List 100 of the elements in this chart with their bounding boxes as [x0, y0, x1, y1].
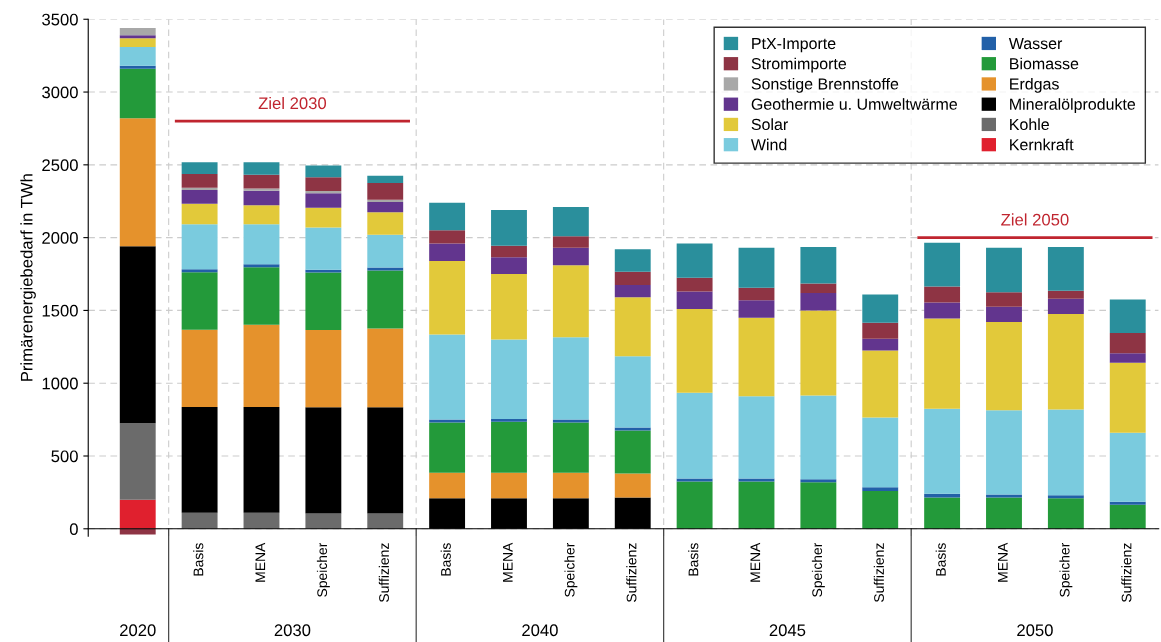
- x-tick-label: Suffizienz: [1121, 543, 1132, 603]
- bar: [181, 512, 218, 529]
- bar: [862, 322, 899, 339]
- bar: [676, 277, 713, 292]
- bar: [614, 356, 651, 428]
- x-tick-label: Suffizienz: [873, 543, 884, 603]
- bar: [552, 422, 589, 473]
- bar: [862, 350, 899, 418]
- legend-label: Kernkraft: [1010, 138, 1074, 151]
- legend-label: Erdgas: [1010, 77, 1059, 93]
- bar: [367, 267, 404, 271]
- bar: [429, 243, 466, 261]
- bar: [986, 306, 1022, 323]
- bar: [986, 410, 1022, 495]
- legend-label: Sonstige Brennstoffe: [751, 77, 899, 93]
- bar: [305, 207, 342, 228]
- x-tick-label: Basis: [688, 543, 699, 576]
- bar: [552, 247, 589, 266]
- bar: [429, 422, 466, 473]
- bar: [1047, 409, 1084, 496]
- legend-label: PtX-Importe: [752, 37, 836, 53]
- bar: [738, 481, 775, 529]
- bar: [181, 203, 218, 225]
- bar: [429, 472, 466, 499]
- y-tick-label: 2500: [42, 159, 78, 172]
- bar: [614, 284, 651, 298]
- bar: [491, 339, 527, 419]
- legend-label: Biomasse: [1010, 57, 1079, 70]
- text: 2050: [1017, 624, 1053, 637]
- bar: [119, 27, 156, 36]
- bar: [119, 423, 156, 500]
- bar: [243, 205, 280, 225]
- x-tick-label: Basis: [935, 543, 946, 576]
- bar: [243, 324, 280, 407]
- bar: [181, 224, 218, 270]
- bar: [800, 395, 837, 480]
- bar: [1109, 353, 1146, 363]
- bar: [676, 291, 713, 309]
- bar: [491, 257, 527, 275]
- bar: [119, 118, 156, 247]
- bar: [305, 177, 342, 192]
- y-tick-label: 500: [51, 450, 78, 463]
- bar: [924, 408, 961, 494]
- y-tick-label: 3500: [42, 13, 78, 26]
- bar: [1047, 290, 1084, 299]
- bar: [119, 35, 156, 39]
- legend-label: Geothermie u. Umweltwärme: [751, 98, 957, 110]
- x-tick-label: Speicher: [316, 542, 330, 597]
- x-tick-label: Basis: [440, 543, 451, 576]
- bar: [986, 497, 1022, 529]
- bar: [367, 201, 404, 213]
- bar: [491, 245, 527, 258]
- bar: [1109, 504, 1146, 529]
- legend-label: Solar: [751, 118, 788, 131]
- bar: [800, 310, 837, 396]
- x-tick-label: MENA: [998, 542, 1008, 582]
- bar: [924, 302, 961, 319]
- ref-line-label: Ziel 2030: [258, 96, 327, 110]
- bar: [305, 272, 342, 331]
- bar: [614, 297, 651, 357]
- y-tick-label: 1000: [42, 377, 78, 390]
- ref-line-label: Ziel 2050: [1001, 213, 1069, 226]
- bar: [862, 417, 899, 488]
- bar: [986, 247, 1022, 293]
- bar: [243, 190, 280, 206]
- x-tick-label: MENA: [750, 542, 761, 582]
- bar: [738, 247, 775, 288]
- y-tick-label: 0: [69, 523, 78, 535]
- bar: [429, 419, 466, 423]
- bar: [800, 247, 837, 284]
- bar: [862, 490, 899, 529]
- bar: [1047, 498, 1084, 529]
- legend-label: Wasser: [1008, 37, 1063, 50]
- bar: [676, 392, 713, 479]
- bar: [552, 207, 589, 237]
- bar: [181, 272, 218, 330]
- bar: [491, 274, 527, 340]
- bar: [1047, 247, 1084, 291]
- bar: [429, 230, 466, 244]
- bar: [738, 287, 775, 301]
- bar: [305, 513, 342, 529]
- bar: [243, 406, 280, 513]
- bar: [243, 267, 280, 325]
- bar: [676, 308, 713, 393]
- bar: [1109, 332, 1146, 354]
- legend-label: Mineralölprodukte: [1010, 98, 1136, 114]
- bar: [305, 193, 342, 208]
- bar: [614, 427, 651, 431]
- bar: [119, 68, 156, 119]
- bar: [367, 212, 404, 235]
- bar: [119, 528, 156, 535]
- bar: [305, 269, 342, 273]
- bar: [119, 65, 156, 69]
- bar: [305, 227, 342, 270]
- bar: [429, 202, 466, 231]
- bar: [552, 337, 589, 420]
- bar: [119, 38, 156, 47]
- bar: [862, 487, 899, 491]
- legend-label: Kohle: [1010, 118, 1049, 131]
- x-tick-label: MENA: [255, 542, 266, 582]
